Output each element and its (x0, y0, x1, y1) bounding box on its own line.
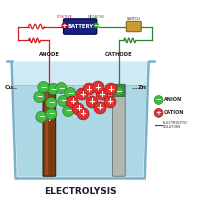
Circle shape (104, 96, 116, 108)
Text: −: − (115, 87, 122, 96)
Text: +: + (156, 110, 162, 116)
Circle shape (114, 87, 123, 95)
Text: +: + (96, 103, 104, 112)
Text: Cu: Cu (5, 85, 14, 90)
Text: +: + (61, 23, 67, 29)
FancyBboxPatch shape (43, 84, 56, 176)
FancyBboxPatch shape (113, 84, 125, 176)
Circle shape (93, 23, 99, 28)
Text: −: − (93, 23, 99, 29)
Circle shape (77, 108, 89, 120)
Text: CATION: CATION (164, 110, 185, 115)
Text: −: − (40, 83, 47, 92)
FancyBboxPatch shape (64, 19, 97, 34)
Text: ANION: ANION (164, 97, 182, 102)
Circle shape (62, 23, 67, 28)
Text: Zn: Zn (138, 85, 147, 90)
Circle shape (46, 108, 57, 119)
Circle shape (92, 81, 104, 93)
Circle shape (105, 83, 117, 95)
Text: +: + (80, 109, 87, 118)
Circle shape (72, 103, 84, 115)
Circle shape (83, 83, 95, 95)
Circle shape (65, 87, 76, 99)
Text: +: + (69, 97, 76, 106)
Text: NEGATIVE: NEGATIVE (87, 15, 105, 19)
Text: ELECTROLYSIS: ELECTROLYSIS (44, 187, 116, 196)
FancyBboxPatch shape (126, 21, 141, 32)
Circle shape (36, 111, 47, 122)
Text: −: − (60, 96, 66, 105)
Circle shape (56, 83, 67, 94)
Circle shape (94, 102, 106, 114)
Text: +: + (106, 97, 113, 106)
Text: POSITIVE: POSITIVE (56, 15, 72, 19)
Circle shape (63, 105, 74, 116)
Circle shape (86, 96, 98, 108)
Circle shape (46, 97, 57, 109)
Polygon shape (14, 85, 147, 176)
Text: SWITCH: SWITCH (127, 17, 141, 21)
Text: CATHODE: CATHODE (105, 52, 133, 57)
Text: −: − (58, 84, 64, 93)
Text: −: − (50, 85, 57, 94)
Text: −: − (48, 109, 55, 118)
Text: BATTERY: BATTERY (67, 24, 93, 29)
Circle shape (34, 91, 45, 103)
Text: −: − (156, 97, 162, 103)
Circle shape (76, 88, 88, 100)
Text: +: + (86, 85, 93, 94)
Text: +: + (45, 113, 54, 123)
Text: ANODE: ANODE (39, 52, 60, 57)
Text: +: + (75, 104, 82, 113)
FancyBboxPatch shape (113, 85, 125, 97)
Circle shape (58, 95, 69, 107)
Circle shape (48, 84, 59, 95)
Polygon shape (13, 61, 147, 177)
Text: +: + (107, 85, 114, 94)
Text: +: + (79, 90, 86, 99)
Circle shape (38, 82, 49, 93)
Text: −: − (65, 106, 71, 115)
Circle shape (154, 96, 163, 104)
Text: +: + (89, 97, 96, 106)
Circle shape (154, 109, 163, 117)
Text: −: − (38, 112, 45, 121)
Text: +: + (98, 90, 105, 99)
Circle shape (66, 96, 78, 108)
Text: −: − (36, 93, 43, 102)
Text: ELECTROLYTIC
SOLUTION: ELECTROLYTIC SOLUTION (163, 121, 189, 129)
Text: −: − (67, 89, 73, 98)
Circle shape (96, 88, 108, 100)
Text: −: − (48, 98, 55, 107)
Text: +: + (95, 83, 102, 92)
FancyBboxPatch shape (45, 87, 48, 175)
